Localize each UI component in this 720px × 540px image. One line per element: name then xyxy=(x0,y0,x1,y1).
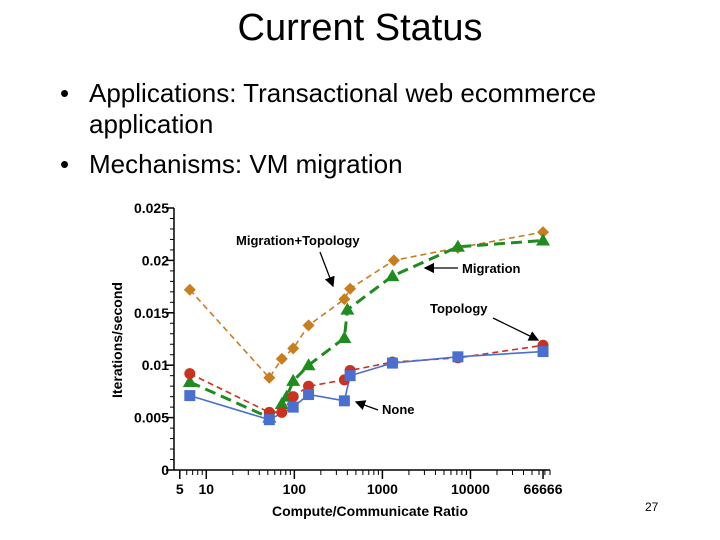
bullet-dot: • xyxy=(60,149,70,179)
annotation-label: Migration+Topology xyxy=(236,233,360,248)
x-tick-label: 1000 xyxy=(367,481,398,497)
data-point xyxy=(302,319,315,332)
data-point xyxy=(338,395,350,407)
bullet-list: • Applications: Transactional web ecommer… xyxy=(60,78,700,189)
annotation-arrow xyxy=(319,251,335,288)
bullet-text: Mechanisms: VM migration xyxy=(89,149,403,179)
data-point xyxy=(385,269,400,282)
data-point xyxy=(387,254,400,267)
data-point xyxy=(536,233,551,246)
data-point xyxy=(274,396,289,409)
y-tick-label: 0.015 xyxy=(134,305,169,321)
data-point xyxy=(303,380,315,392)
x-tick-label: 10000 xyxy=(451,481,490,497)
x-tick-label: 10 xyxy=(198,481,214,497)
x-tick-label: 66666 xyxy=(524,481,563,497)
bullet-text: Applications: Transactional web ecommerc… xyxy=(89,78,597,139)
x-tick-label: 100 xyxy=(283,481,307,497)
y-tick-label: 0.005 xyxy=(134,410,169,426)
data-point xyxy=(287,391,299,403)
page-number: 27 xyxy=(645,500,659,514)
data-point xyxy=(537,226,550,239)
data-point xyxy=(340,302,355,315)
data-point xyxy=(276,406,288,418)
slide-title: Current Status xyxy=(237,7,483,49)
data-point xyxy=(286,373,301,386)
series-markers xyxy=(182,226,551,426)
data-point xyxy=(184,368,196,380)
data-point xyxy=(184,390,196,402)
data-point xyxy=(182,374,197,387)
data-point xyxy=(287,401,299,413)
annotation-label: Migration xyxy=(462,261,521,276)
annotation-label: Topology xyxy=(430,301,488,316)
data-point xyxy=(287,342,300,355)
series-line xyxy=(189,350,544,421)
y-axis-title: Iterations/second xyxy=(109,282,125,398)
x-axis: 5 10 100 1000 10000 66666 xyxy=(174,469,563,497)
data-point xyxy=(452,351,464,363)
data-point xyxy=(263,371,276,384)
annotation-arrow xyxy=(354,400,379,411)
annotation-arrow xyxy=(492,317,540,341)
series-line xyxy=(189,231,544,380)
data-point xyxy=(301,358,316,371)
annotation-label: None xyxy=(382,402,415,417)
y-tick-label: 0 xyxy=(161,462,169,478)
data-point xyxy=(275,352,288,365)
y-tick-label: 0.02 xyxy=(142,252,169,268)
x-axis-title: Compute/Communicate Ratio xyxy=(272,503,468,519)
bullet-dot: • xyxy=(60,78,70,108)
y-axis: 0 0.005 0.01 0.015 0.02 0.025 xyxy=(134,200,175,478)
y-tick-label: 0.025 xyxy=(134,200,169,216)
data-point xyxy=(450,239,465,252)
data-point xyxy=(344,370,356,382)
data-point xyxy=(386,357,398,369)
data-point xyxy=(303,389,315,401)
bullet-item: • Applications: Transactional web ecommer… xyxy=(60,78,700,140)
data-point xyxy=(338,293,351,306)
data-point xyxy=(183,283,196,296)
bullet-item: • Mechanisms: VM migration xyxy=(60,149,700,180)
data-point xyxy=(537,346,549,358)
data-point xyxy=(344,282,357,295)
data-point xyxy=(337,330,352,343)
y-tick-label: 0.01 xyxy=(142,357,169,373)
data-point xyxy=(263,414,275,426)
x-tick-label: 5 xyxy=(176,481,184,497)
annotations: Migration+Topology Migration Topology None xyxy=(236,233,540,417)
